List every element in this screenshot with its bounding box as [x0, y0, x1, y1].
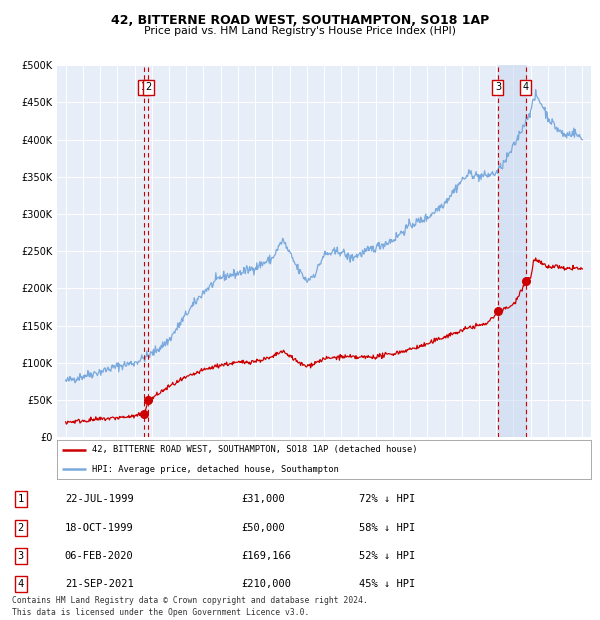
Text: Price paid vs. HM Land Registry's House Price Index (HPI): Price paid vs. HM Land Registry's House …: [144, 26, 456, 36]
Text: 4: 4: [523, 82, 529, 92]
Text: £31,000: £31,000: [241, 494, 285, 505]
Text: 21-SEP-2021: 21-SEP-2021: [65, 579, 134, 589]
Text: 45% ↓ HPI: 45% ↓ HPI: [359, 579, 415, 589]
Text: 06-FEB-2020: 06-FEB-2020: [65, 551, 134, 561]
Text: 22-JUL-1999: 22-JUL-1999: [65, 494, 134, 505]
Text: Contains HM Land Registry data © Crown copyright and database right 2024.: Contains HM Land Registry data © Crown c…: [12, 596, 368, 605]
Text: 1: 1: [17, 494, 24, 505]
Text: 42, BITTERNE ROAD WEST, SOUTHAMPTON, SO18 1AP (detached house): 42, BITTERNE ROAD WEST, SOUTHAMPTON, SO1…: [92, 445, 417, 454]
Text: 72% ↓ HPI: 72% ↓ HPI: [359, 494, 415, 505]
Text: 2: 2: [17, 523, 24, 533]
Text: 18-OCT-1999: 18-OCT-1999: [65, 523, 134, 533]
Text: 4: 4: [17, 579, 24, 589]
Text: £169,166: £169,166: [241, 551, 291, 561]
Text: 3: 3: [495, 82, 501, 92]
Text: 52% ↓ HPI: 52% ↓ HPI: [359, 551, 415, 561]
Text: 42, BITTERNE ROAD WEST, SOUTHAMPTON, SO18 1AP: 42, BITTERNE ROAD WEST, SOUTHAMPTON, SO1…: [111, 14, 489, 27]
Text: £210,000: £210,000: [241, 579, 291, 589]
Text: £50,000: £50,000: [241, 523, 285, 533]
Text: 58% ↓ HPI: 58% ↓ HPI: [359, 523, 415, 533]
Text: 3: 3: [17, 551, 24, 561]
Text: This data is licensed under the Open Government Licence v3.0.: This data is licensed under the Open Gov…: [12, 608, 310, 617]
Text: 2: 2: [145, 82, 151, 92]
Text: 1: 1: [141, 82, 147, 92]
Bar: [498, 65, 526, 437]
Text: HPI: Average price, detached house, Southampton: HPI: Average price, detached house, Sout…: [92, 464, 338, 474]
